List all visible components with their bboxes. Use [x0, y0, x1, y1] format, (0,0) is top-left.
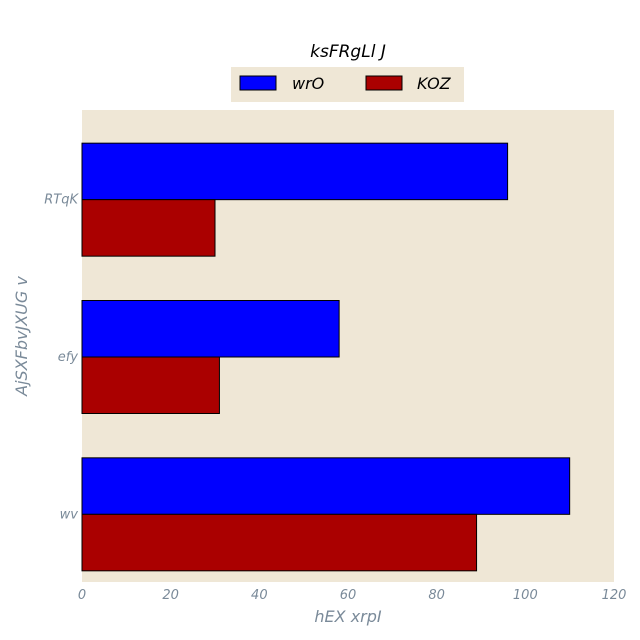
- bars-group: [81, 142, 571, 572]
- chart-title: ksFRgLl J: [310, 42, 386, 62]
- bar-koz-wv: [81, 513, 478, 572]
- legend-label-wro: wrO: [292, 74, 324, 93]
- bar-wro-efy: [81, 300, 340, 358]
- x-tick-label: 120: [602, 588, 627, 603]
- legend-label-koz: KOZ: [417, 74, 452, 93]
- x-tick-label: 100: [513, 588, 538, 603]
- bar-koz-efy: [81, 356, 220, 414]
- legend-swatch-koz: [365, 75, 403, 91]
- x-tick-label: 80: [428, 588, 445, 603]
- bar-koz-rtqk: [81, 199, 216, 257]
- y-tick-label: RTqK: [44, 193, 79, 208]
- x-axis-ticks: 0 20 40 60 80 100 120: [78, 588, 627, 603]
- y-tick-label: efy: [58, 350, 79, 365]
- bar-wro-rtqk: [81, 142, 509, 201]
- y-tick-label: wv: [60, 507, 79, 522]
- y-axis-label: AjSXFbvJXUG v: [12, 276, 31, 397]
- legend: wrO KOZ: [231, 67, 464, 102]
- x-tick-label: 60: [340, 588, 357, 603]
- bar-wro-wv: [81, 457, 571, 515]
- x-tick-label: 0: [78, 588, 86, 603]
- y-axis-ticks: RTqK efy wv: [44, 193, 79, 523]
- x-tick-label: 20: [162, 588, 179, 603]
- x-axis-label: hEX xrpI: [314, 607, 382, 626]
- legend-swatch-wro: [239, 75, 277, 91]
- x-tick-label: 40: [251, 588, 268, 603]
